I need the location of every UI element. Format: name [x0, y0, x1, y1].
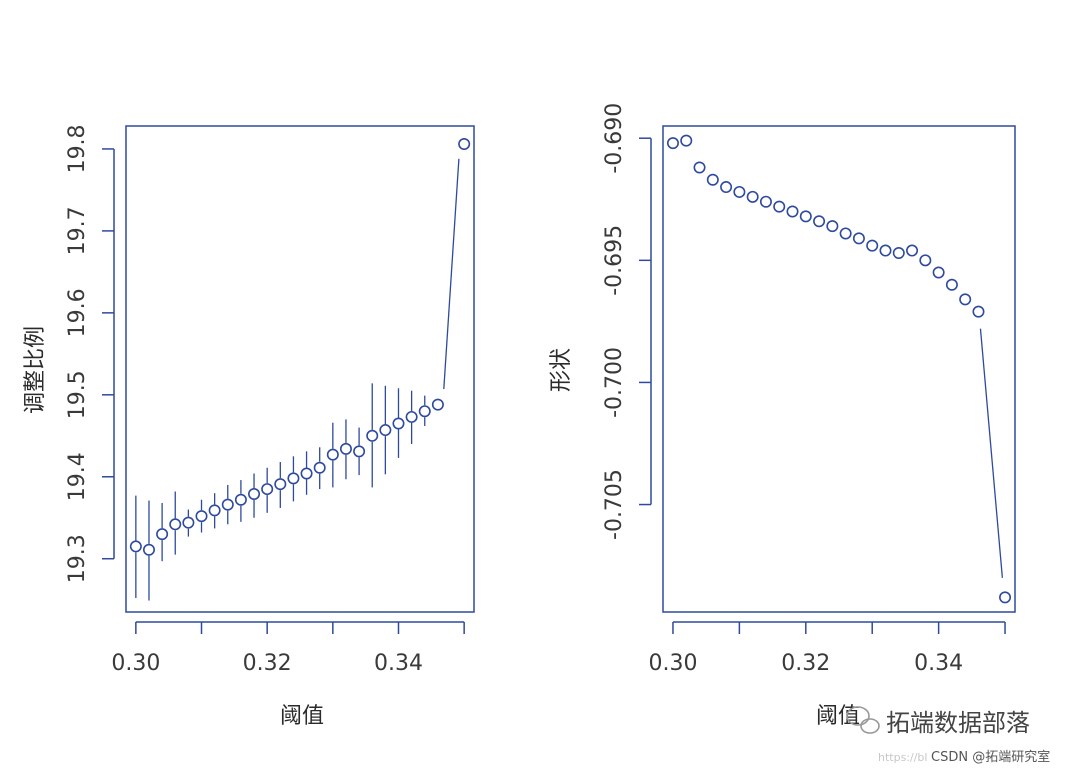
data-point	[142, 543, 155, 556]
data-point	[274, 478, 287, 491]
data-point	[326, 448, 339, 461]
data-point	[666, 137, 679, 150]
data-point	[706, 173, 719, 186]
connector-line	[979, 328, 1004, 578]
data-point	[418, 405, 431, 418]
data-point	[680, 134, 693, 147]
y-tick-label: -0.700	[602, 347, 627, 418]
right-x-axis: 0.30 0.32 0.34	[648, 621, 1006, 676]
x-tick-label: 0.34	[374, 651, 423, 676]
data-point	[379, 424, 392, 437]
data-point	[366, 429, 379, 442]
data-point	[392, 417, 405, 430]
data-point	[959, 293, 972, 306]
left-x-axis: 0.30 0.32 0.34	[111, 621, 465, 676]
left-plot-frame	[125, 125, 475, 613]
data-point	[182, 516, 195, 529]
data-point	[156, 528, 169, 541]
y-tick-label: -0.705	[602, 469, 627, 540]
data-point	[879, 244, 892, 257]
watermark: 拓端数据部落 https://bl CSDN @拓端研究室	[846, 706, 1050, 765]
y-tick-label: 19.3	[65, 534, 90, 583]
wechat-logo-icon	[846, 706, 880, 734]
data-point	[839, 227, 852, 240]
data-point	[339, 442, 352, 455]
data-point	[932, 266, 945, 279]
data-point	[999, 591, 1012, 604]
data-point	[746, 190, 759, 203]
data-point	[852, 232, 865, 245]
connector-line	[443, 158, 460, 390]
data-point	[353, 445, 366, 458]
data-point	[129, 540, 142, 553]
right-y-axis: -0.690 -0.695 -0.700 -0.705	[602, 103, 652, 540]
watermark-brand: 拓端数据部落	[886, 709, 1030, 737]
data-point	[866, 239, 879, 252]
right-panel-shape: 0.30 0.32 0.34 -0.690-0.695-0.700-0.705 阈值…	[549, 103, 1016, 729]
x-tick-label: 0.34	[914, 651, 963, 676]
left-panel-adjust-ratio: 0.30 0.32 0.34 19.3 19.4 19.5 19.6 19.7 19.8 阈值…	[23, 124, 475, 729]
left-y-axis-title: 调整比例	[23, 326, 48, 414]
data-point	[300, 467, 313, 480]
data-point	[693, 161, 706, 174]
y-tick-label: -0.695	[602, 225, 627, 296]
data-point	[458, 138, 471, 151]
y-tick-label: 19.4	[65, 452, 90, 501]
data-point	[773, 200, 786, 213]
data-point	[287, 472, 300, 485]
left-x-axis-title: 阈值	[280, 704, 324, 729]
data-point	[195, 510, 208, 523]
data-point	[169, 518, 182, 531]
right-plot-frame	[662, 125, 1016, 613]
data-point	[248, 487, 261, 500]
data-point	[826, 220, 839, 233]
y-tick-label: 19.7	[65, 206, 90, 255]
y-tick-label: -0.690	[602, 103, 627, 174]
data-point	[720, 181, 733, 194]
left-y-axis: 19.3 19.4 19.5 19.6 19.7 19.8	[65, 124, 115, 583]
data-point	[431, 398, 444, 411]
data-point	[234, 493, 247, 506]
x-tick-label: 0.30	[648, 651, 697, 676]
data-point	[972, 305, 985, 318]
watermark-credit: CSDN @拓端研究室	[931, 749, 1050, 765]
left-data-marks	[129, 138, 471, 601]
right-y-axis-title: 形状	[549, 348, 574, 392]
data-point	[945, 278, 958, 291]
data-point	[405, 410, 418, 423]
data-point	[733, 185, 746, 198]
x-tick-label: 0.32	[781, 651, 830, 676]
data-point	[813, 215, 826, 228]
data-point	[786, 205, 799, 218]
watermark-faint-url: https://bl	[878, 751, 927, 764]
y-tick-label: 19.6	[65, 288, 90, 337]
right-data-marks	[666, 134, 1012, 604]
x-tick-label: 0.30	[111, 651, 160, 676]
data-point	[221, 498, 234, 511]
y-tick-label: 19.5	[65, 370, 90, 419]
data-point	[759, 195, 772, 208]
data-point	[892, 246, 905, 259]
y-tick-label: 19.8	[65, 124, 90, 173]
data-point	[261, 483, 274, 496]
x-tick-label: 0.32	[243, 651, 292, 676]
data-point	[313, 461, 326, 474]
data-point	[906, 244, 919, 257]
data-point	[208, 504, 221, 517]
data-point	[799, 210, 812, 223]
data-point	[919, 254, 932, 267]
